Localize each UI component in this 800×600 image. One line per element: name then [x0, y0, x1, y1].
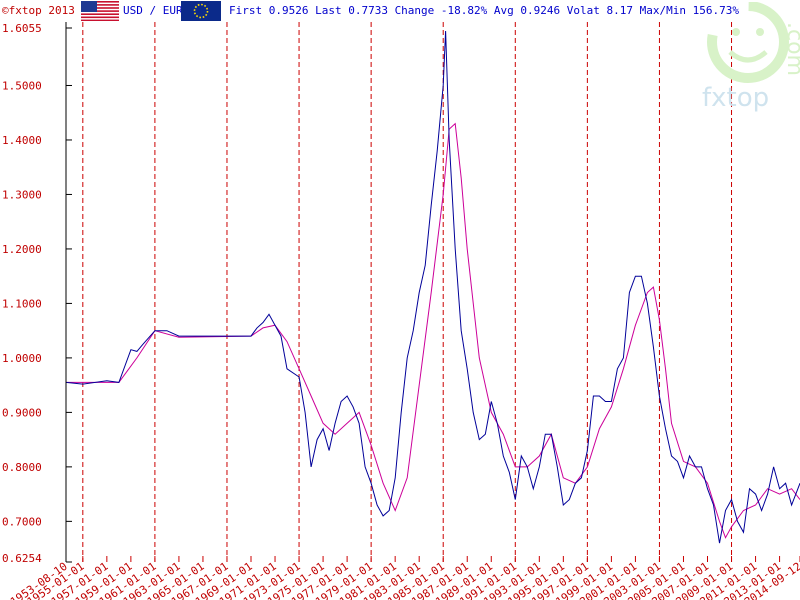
y-tick-label: 0.8000	[2, 461, 42, 474]
fxtop-logo: .com fxtop	[700, 2, 800, 112]
y-axis-ticks: 0.6254 0.7000 0.8000 0.9000 1.0000 1.1000 1.20…	[2, 22, 72, 565]
y-tick-label: 1.0000	[2, 352, 42, 365]
grid-lines	[83, 22, 732, 562]
x-axis-ticks: 1953-08-101955-01-011957-01-011959-01-01…	[8, 556, 800, 600]
y-tick-label: 1.4000	[2, 134, 42, 147]
y-tick-label: 0.9000	[2, 406, 42, 419]
currency-pair: USD / EUR	[123, 4, 183, 17]
y-tick-label: 0.7000	[2, 515, 42, 528]
y-tick-label: 1.5000	[2, 79, 42, 92]
y-tick-label: 0.6254	[2, 552, 42, 565]
y-tick-label: 1.1000	[2, 297, 42, 310]
y-tick-label: 1.3000	[2, 188, 42, 201]
price-line	[66, 31, 800, 543]
logo-suffix: .com	[782, 22, 800, 76]
logo-text: fxtop	[702, 83, 769, 112]
y-tick-label: 1.2000	[2, 243, 42, 256]
eu-flag-icon	[181, 1, 221, 21]
y-tick-label: 1.6055	[2, 22, 42, 35]
chart-header: ©fxtop 2013 USD / EUR First 0.9526 Last …	[0, 0, 800, 22]
summary-statistics: First 0.9526 Last 0.7733 Change -18.82% …	[229, 4, 739, 17]
copyright-text: ©fxtop 2013	[2, 4, 75, 17]
us-flag-icon	[81, 1, 119, 21]
